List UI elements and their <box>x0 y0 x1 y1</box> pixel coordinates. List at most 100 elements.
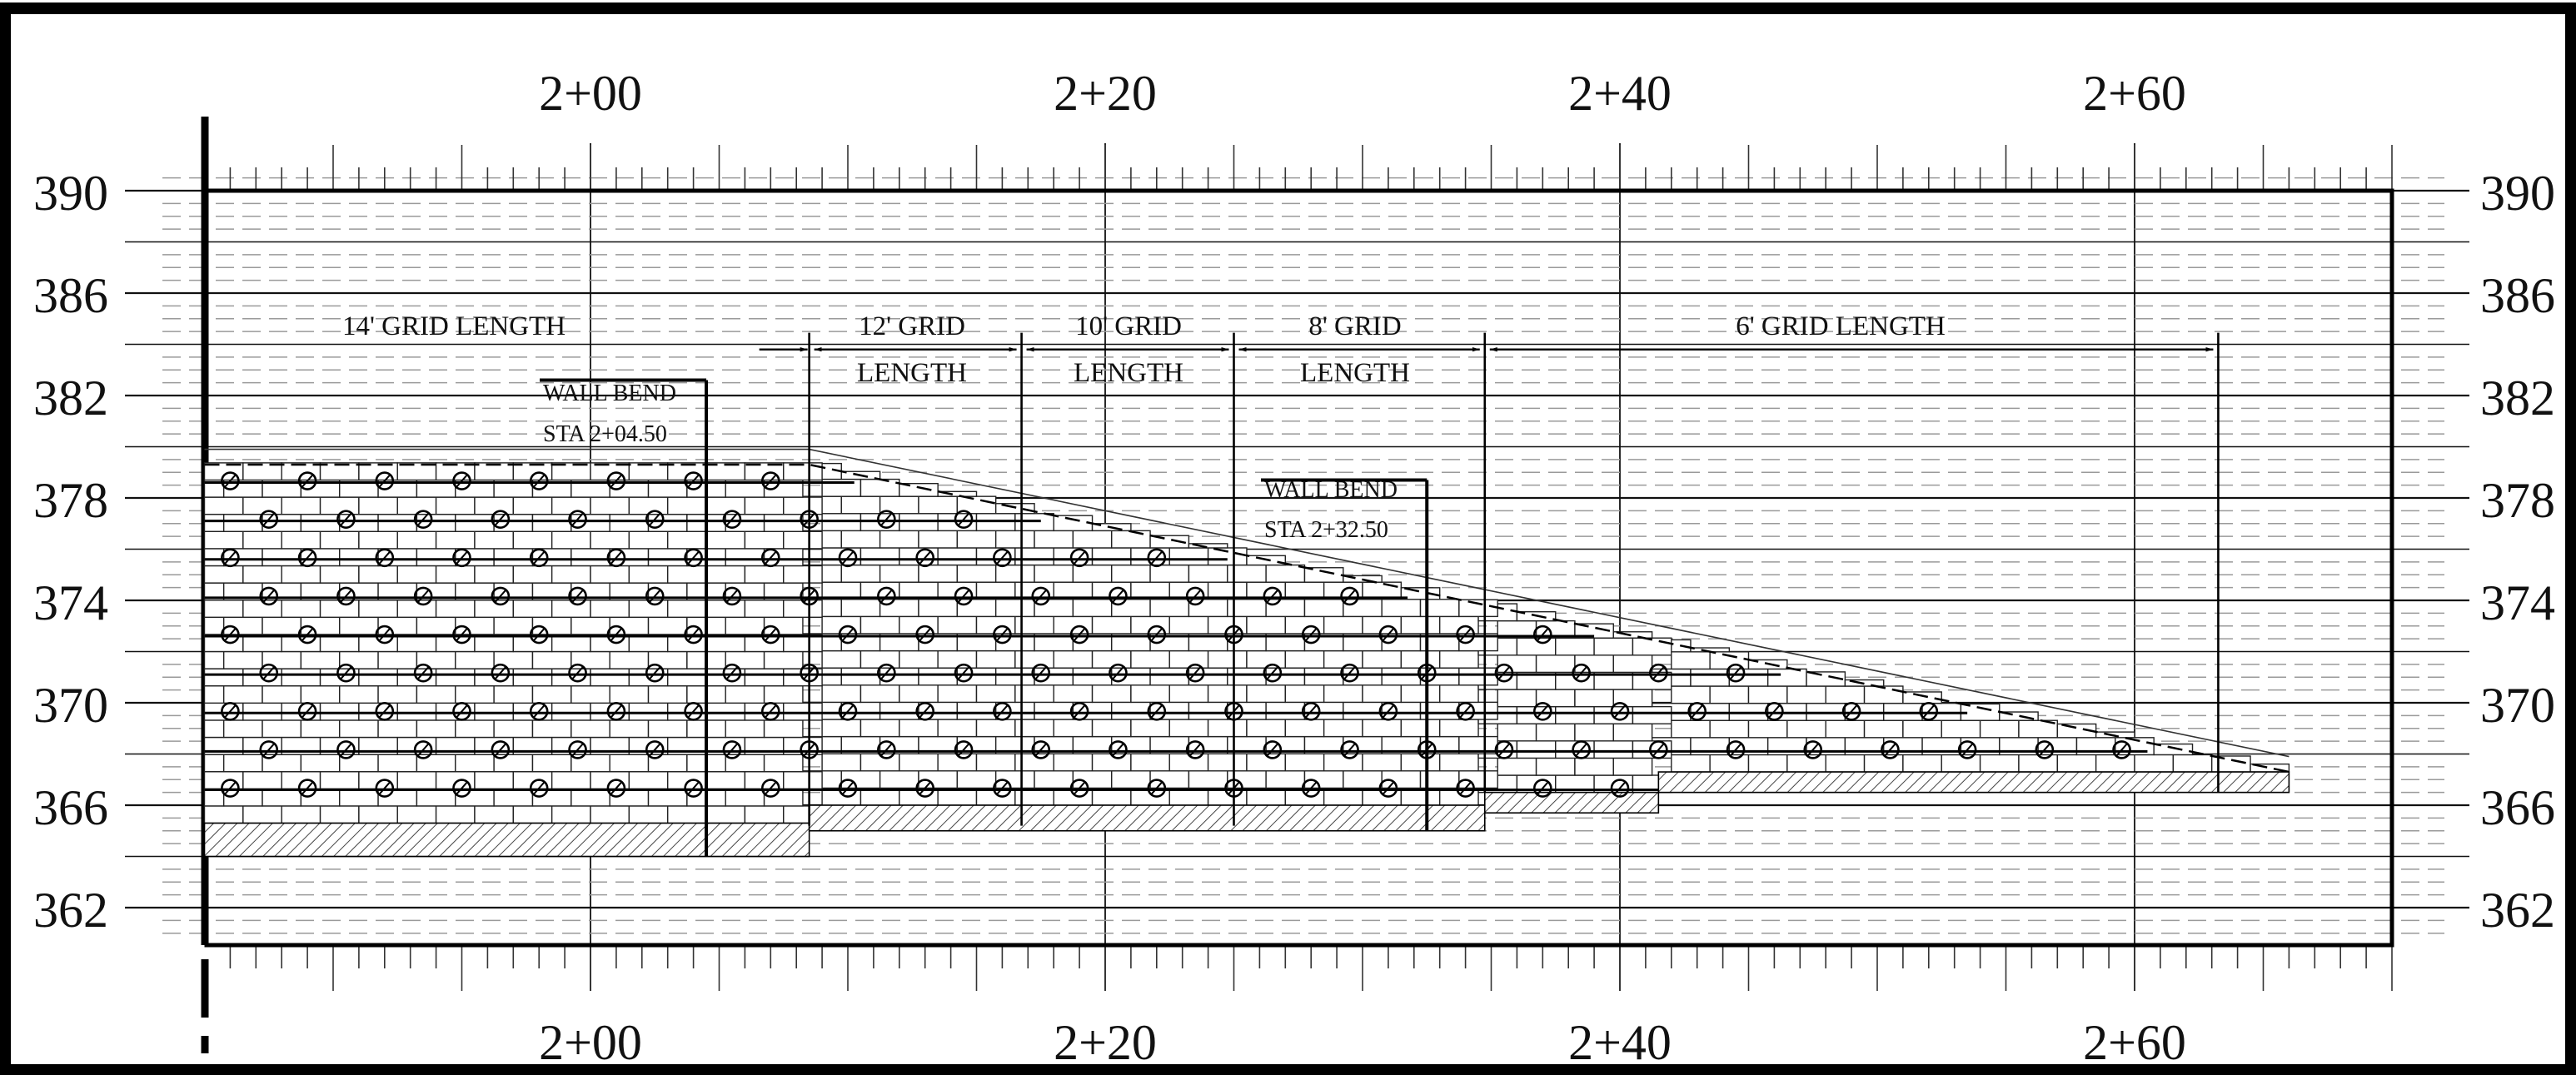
wall-block <box>975 719 1016 738</box>
wall-block <box>647 513 688 532</box>
wall-block <box>493 548 534 567</box>
wall-block <box>396 702 437 721</box>
elev-label-left: 370 <box>33 678 108 733</box>
wall-block <box>1709 719 1750 739</box>
wall-block <box>899 684 939 704</box>
grid-marker-stroke <box>1150 704 1163 719</box>
grid-marker-stroke <box>1266 742 1279 758</box>
wall-block <box>783 496 823 515</box>
wall-block <box>1825 719 1866 739</box>
grid-marker <box>1378 701 1398 721</box>
wall-block <box>1438 649 1479 669</box>
grid-marker-stroke <box>686 550 700 565</box>
grid-marker-stroke <box>339 665 353 680</box>
grid-marker <box>452 471 471 490</box>
grid-marker-stroke <box>223 780 237 796</box>
wall-block <box>628 565 669 584</box>
grid-marker <box>529 625 549 645</box>
grid-marker <box>915 701 934 721</box>
wall-block <box>647 685 688 704</box>
wall-block <box>242 702 282 721</box>
wall-block <box>1034 770 1074 789</box>
wall-block <box>1825 685 1866 704</box>
wall-block <box>319 530 360 550</box>
wall-block <box>1323 649 1363 669</box>
grid-marker-stroke <box>1767 704 1781 719</box>
wall-block <box>551 530 591 550</box>
wall-block <box>1053 719 1094 738</box>
wall-block <box>358 496 398 515</box>
wall-block <box>647 548 688 567</box>
grid-marker <box>1456 779 1475 798</box>
wall-block <box>1265 564 1306 583</box>
wall-block <box>590 530 630 550</box>
grid-marker-stroke <box>378 780 391 796</box>
wall-block <box>783 565 823 584</box>
station-label-bottom: 2+00 <box>539 1015 642 1070</box>
wall-block <box>840 564 881 583</box>
wall-block <box>1246 684 1286 704</box>
grid-marker <box>915 625 934 645</box>
grid-marker <box>1185 586 1205 606</box>
grid-marker-stroke <box>995 627 1009 642</box>
wall-block <box>1207 649 1248 669</box>
leveling-pad <box>808 804 1486 832</box>
wall-block <box>1400 719 1441 738</box>
station-label-top: 2+60 <box>2083 66 2186 121</box>
wall-block <box>1265 599 1306 618</box>
grid-marker <box>838 625 858 645</box>
wall-block <box>203 616 225 635</box>
grid-marker-stroke <box>1034 665 1048 680</box>
grid-marker <box>1533 701 1552 721</box>
wall-block <box>918 495 959 515</box>
elev-label-left: 378 <box>33 473 108 528</box>
wall-block <box>474 771 515 790</box>
wall-block <box>1091 615 1132 635</box>
wall-block <box>1709 754 1750 773</box>
grid-marker <box>1109 663 1128 683</box>
wall-block <box>1574 757 1614 776</box>
wall-block <box>859 478 900 497</box>
grid-marker-stroke <box>610 704 623 719</box>
grid-marker-stroke <box>455 550 469 565</box>
wall-block <box>1747 754 1788 773</box>
wall-block <box>1400 684 1441 704</box>
wall-block <box>821 753 862 772</box>
wall-block <box>474 496 515 515</box>
wall-block <box>1535 757 1576 776</box>
wall-top-profile <box>204 463 2290 774</box>
grid-marker-stroke <box>416 589 430 604</box>
wall-block <box>281 805 321 824</box>
grid-marker <box>568 586 587 606</box>
grid-marker-stroke <box>1073 780 1086 796</box>
elev-label-right: 374 <box>2480 575 2555 630</box>
wall-block <box>1593 637 1634 656</box>
wall-block <box>222 685 263 704</box>
grid-marker <box>838 701 858 721</box>
wall-block <box>1188 599 1228 618</box>
wall-block <box>1034 701 1074 720</box>
grid-marker-stroke <box>1343 589 1357 604</box>
grid-marker <box>1919 701 1939 721</box>
wall-block <box>1246 615 1286 635</box>
wall-block <box>647 616 688 635</box>
wall-block <box>1130 684 1170 704</box>
grid-marker-stroke <box>1343 742 1357 758</box>
grid-marker <box>2035 740 2055 759</box>
grid-zone-label: 14' GRID LENGTH <box>342 311 566 341</box>
grid-marker-stroke <box>339 512 353 527</box>
grid-marker-stroke <box>416 512 430 527</box>
wall-block <box>512 565 553 584</box>
right-elevation-axis: 390 386 382 378 374 370 366 362 <box>2480 166 2555 938</box>
wall-block <box>339 788 379 807</box>
grid-marker <box>722 586 742 606</box>
leveling-pad <box>203 822 810 858</box>
wall-block <box>1516 740 1557 759</box>
grid-marker-stroke <box>686 627 700 642</box>
wall-block <box>1323 719 1363 738</box>
wall-block <box>339 685 379 704</box>
grid-marker-stroke <box>686 780 700 796</box>
wall-bend-callouts <box>540 378 1429 857</box>
grid-marker <box>1533 625 1552 645</box>
